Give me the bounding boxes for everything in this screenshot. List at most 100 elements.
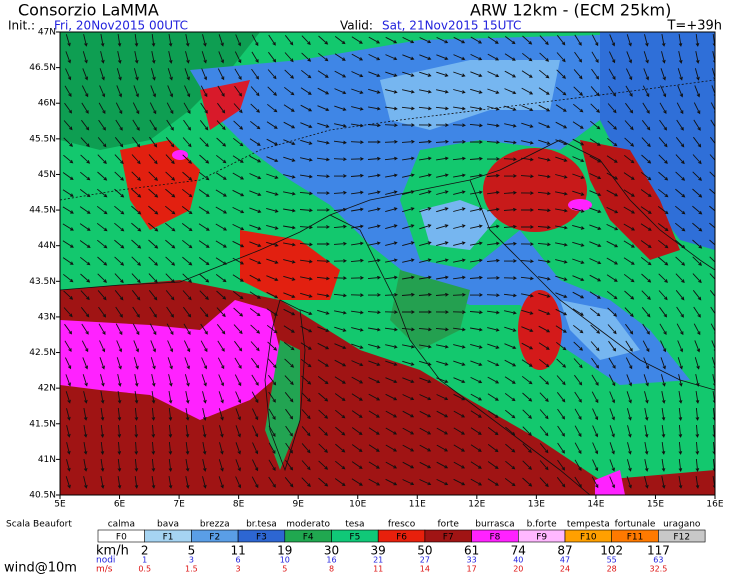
threshold-nodi: 40 bbox=[513, 556, 523, 565]
threshold-ms: 11 bbox=[373, 565, 383, 574]
beaufort-name: tesa bbox=[345, 520, 364, 530]
threshold-ms: 8 bbox=[329, 565, 334, 574]
threshold-nodi: 47 bbox=[560, 556, 570, 565]
threshold-nodi: 6 bbox=[236, 556, 241, 565]
lat-label: 41.5N bbox=[29, 419, 56, 429]
beaufort-name: bava bbox=[157, 520, 179, 530]
beaufort-name: fresco bbox=[388, 520, 416, 530]
field-f2 bbox=[380, 60, 640, 360]
field-f8 bbox=[60, 300, 285, 420]
lat-label: 45.5N bbox=[29, 134, 56, 144]
lon-label: 6E bbox=[114, 500, 126, 510]
lat-label: 42N bbox=[38, 384, 56, 394]
beaufort-name: b.forte bbox=[527, 520, 557, 530]
beaufort-code: F7 bbox=[443, 533, 454, 543]
beaufort-name: fortunale bbox=[615, 520, 656, 530]
beaufort-name: uragano bbox=[663, 520, 701, 530]
init-label: Init.: bbox=[8, 19, 35, 33]
threshold-nodi: 21 bbox=[373, 556, 383, 565]
field-f6-e bbox=[518, 290, 562, 370]
lat-label: 47N bbox=[38, 28, 56, 38]
threshold-nodi: 1 bbox=[142, 556, 147, 565]
threshold-ms: 1.5 bbox=[185, 565, 198, 574]
unit-label: m/s bbox=[96, 565, 113, 575]
threshold-nodi: 10 bbox=[280, 556, 290, 565]
threshold-ms: 28 bbox=[607, 565, 617, 574]
lon-label: 8E bbox=[233, 500, 245, 510]
wind-arrows bbox=[62, 34, 715, 489]
lat-label: 46N bbox=[38, 99, 56, 109]
threshold-kmh: 74 bbox=[511, 544, 526, 558]
lat-label: 45N bbox=[38, 170, 56, 180]
beaufort-code: F6 bbox=[396, 533, 407, 543]
beaufort-name: burrasca bbox=[475, 520, 514, 530]
beaufort-code: F10 bbox=[580, 533, 597, 543]
field-f3-east bbox=[600, 32, 715, 250]
beaufort-name: tempesta bbox=[567, 520, 610, 530]
beaufort-code: F9 bbox=[536, 533, 547, 543]
field-f8-b bbox=[568, 199, 592, 211]
field-f4 bbox=[60, 32, 260, 150]
threshold-kmh: 19 bbox=[277, 544, 292, 558]
field-f4-b bbox=[390, 270, 470, 350]
threshold-ms: 3 bbox=[236, 565, 241, 574]
threshold-kmh: 39 bbox=[371, 544, 386, 558]
beaufort-name: moderato bbox=[286, 520, 330, 530]
threshold-ms: 14 bbox=[420, 565, 430, 574]
beaufort-swatch bbox=[658, 529, 706, 543]
threshold-ms: 20 bbox=[513, 565, 523, 574]
lon-label: 7E bbox=[173, 500, 185, 510]
model: ARW 12km - (ECM 25km) bbox=[470, 1, 671, 20]
threshold-kmh: 61 bbox=[464, 544, 479, 558]
lat-label: 46.5N bbox=[29, 63, 56, 73]
threshold-nodi: 63 bbox=[653, 556, 663, 565]
threshold-kmh: 87 bbox=[557, 544, 572, 558]
lat-label: 44.5N bbox=[29, 206, 56, 216]
threshold-ms: 24 bbox=[560, 565, 570, 574]
unit-label: nodi bbox=[96, 556, 115, 566]
lon-label: 11E bbox=[409, 500, 426, 510]
lead-time: T=+39h bbox=[666, 19, 722, 34]
threshold-nodi: 3 bbox=[189, 556, 194, 565]
map bbox=[59, 31, 716, 496]
beaufort-code: F0 bbox=[116, 533, 127, 543]
threshold-nodi: 16 bbox=[326, 556, 336, 565]
valid-label: Valid: bbox=[340, 19, 373, 33]
field-f8-c bbox=[172, 150, 188, 160]
threshold-ms: 32.5 bbox=[649, 565, 667, 574]
threshold-kmh: 5 bbox=[188, 544, 196, 558]
threshold-kmh: 30 bbox=[324, 544, 339, 558]
beaufort-code: F2 bbox=[209, 533, 220, 543]
lon-label: 9E bbox=[292, 500, 304, 510]
lat-label: 44N bbox=[38, 241, 56, 251]
title: Consorzio LaMMA bbox=[18, 1, 159, 20]
beaufort-code: F12 bbox=[673, 533, 690, 543]
beaufort-code: F1 bbox=[163, 533, 174, 543]
threshold-kmh: 11 bbox=[230, 544, 245, 558]
threshold-nodi: 33 bbox=[467, 556, 477, 565]
lon-label: 10E bbox=[349, 500, 366, 510]
threshold-nodi: 55 bbox=[607, 556, 617, 565]
lat-label: 43.5N bbox=[29, 277, 56, 287]
init-date: Fri, 20Nov2015 00UTC bbox=[54, 19, 188, 33]
field-f6-b bbox=[200, 80, 250, 130]
field-f6-c bbox=[483, 148, 587, 232]
variable-label: wind@10m bbox=[4, 561, 77, 576]
lon-label: 14E bbox=[587, 500, 604, 510]
lat-label: 41N bbox=[38, 455, 56, 465]
beaufort-code: F4 bbox=[303, 533, 314, 543]
lon-label: 13E bbox=[528, 500, 545, 510]
beaufort-name: br.tesa bbox=[246, 520, 277, 530]
legend-title: Scala Beaufort bbox=[6, 520, 72, 530]
threshold-ms: 0.5 bbox=[138, 565, 151, 574]
beaufort-code: F3 bbox=[256, 533, 267, 543]
threshold-kmh: 50 bbox=[417, 544, 432, 558]
lon-label: 5E bbox=[54, 500, 66, 510]
beaufort-name: forte bbox=[438, 520, 460, 530]
beaufort-code: F5 bbox=[349, 533, 360, 543]
threshold-nodi: 27 bbox=[420, 556, 430, 565]
beaufort-name: brezza bbox=[200, 520, 230, 530]
field-f8-d bbox=[595, 470, 625, 495]
lon-label: 15E bbox=[647, 500, 664, 510]
